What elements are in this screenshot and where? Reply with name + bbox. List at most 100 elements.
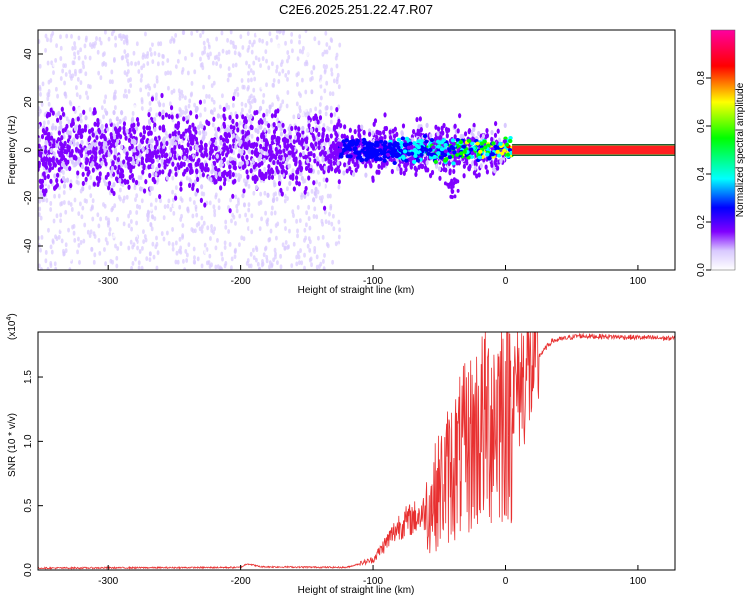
- heatmap-band-cell: [342, 170, 346, 176]
- heatmap-core-cell: [468, 147, 474, 152]
- heatmap-noise-cell: [234, 247, 237, 253]
- heatmap-band-cell: [97, 127, 101, 133]
- heatmap-noise-cell: [252, 247, 255, 253]
- heatmap-band-cell: [194, 107, 198, 113]
- spectrogram-x-axis-label: Height of straight line (km): [298, 285, 415, 296]
- colorbar-tick-label: 0.4: [696, 167, 707, 181]
- heatmap-band-cell: [326, 149, 330, 155]
- heatmap-noise-cell: [244, 212, 247, 218]
- heatmap-noise-cell: [79, 201, 82, 207]
- heatmap-noise-cell: [110, 31, 114, 37]
- heatmap-noise-cell: [64, 248, 68, 253]
- heatmap-band-cell: [188, 133, 193, 139]
- heatmap-band-cell: [144, 157, 149, 164]
- heatmap-core-cell: [406, 145, 412, 150]
- heatmap-noise-cell: [49, 223, 53, 229]
- heatmap-noise-cell: [262, 252, 266, 258]
- heatmap-core-cell: [400, 136, 406, 141]
- heatmap-band-cell: [320, 137, 325, 143]
- heatmap-band-cell: [234, 144, 238, 150]
- heatmap-noise-cell: [198, 226, 202, 232]
- heatmap-band-cell: [231, 133, 236, 139]
- heatmap-band-cell: [298, 159, 302, 165]
- heatmap-noise-cell: [92, 259, 96, 265]
- heatmap-band-cell: [47, 156, 52, 163]
- heatmap-band-cell: [149, 185, 153, 192]
- heatmap-noise-cell: [185, 108, 189, 114]
- heatmap-noise-cell: [89, 193, 93, 199]
- heatmap-noise-cell: [40, 235, 44, 240]
- heatmap-noise-cell: [65, 116, 69, 122]
- heatmap-band-cell: [270, 174, 275, 180]
- heatmap-core-cell: [505, 152, 511, 157]
- heatmap-band-cell: [41, 188, 46, 194]
- heatmap-noise-cell: [77, 55, 81, 61]
- heatmap-band-cell: [179, 133, 183, 140]
- heatmap-noise-cell: [259, 63, 262, 69]
- heatmap-band-cell: [58, 120, 63, 126]
- heatmap-noise-cell: [144, 84, 148, 90]
- heatmap-noise-cell: [129, 239, 133, 245]
- heatmap-noise-cell: [114, 243, 117, 249]
- heatmap-noise-cell: [178, 236, 182, 242]
- heatmap-dip-cell: [451, 183, 455, 188]
- heatmap-noise-cell: [287, 70, 290, 75]
- heatmap-band-cell: [297, 132, 302, 138]
- heatmap-core-cell: [475, 141, 480, 146]
- heatmap-band-cell: [119, 144, 124, 150]
- heatmap-noise-cell: [158, 214, 161, 219]
- heatmap-band-cell: [195, 169, 199, 175]
- heatmap-core-cell: [362, 150, 368, 155]
- heatmap-band-cell: [325, 105, 329, 111]
- spectrogram-y-tick-label: -20: [23, 190, 34, 205]
- heatmap-band-cell: [241, 114, 245, 120]
- heatmap-noise-cell: [148, 101, 152, 106]
- heatmap-band-cell: [221, 151, 225, 157]
- heatmap-band-cell: [122, 125, 126, 131]
- heatmap-noise-cell: [249, 263, 253, 269]
- heatmap-noise-cell: [130, 60, 133, 66]
- heatmap-noise-cell: [234, 220, 237, 226]
- heatmap-noise-cell: [319, 95, 323, 101]
- heatmap-noise-cell: [292, 241, 296, 247]
- heatmap-noise-cell: [332, 78, 336, 84]
- heatmap-core-cell: [496, 153, 502, 158]
- heatmap-core-cell: [379, 150, 385, 155]
- heatmap-noise-cell: [202, 84, 205, 90]
- heatmap-noise-cell: [131, 212, 135, 218]
- heatmap-band-cell: [313, 190, 317, 197]
- heatmap-noise-cell: [62, 134, 66, 140]
- heatmap-band-cell: [441, 130, 445, 136]
- heatmap-band-cell: [43, 175, 47, 181]
- heatmap-noise-cell: [327, 220, 331, 225]
- heatmap-noise-cell: [233, 92, 236, 97]
- heatmap-noise-cell: [275, 34, 279, 40]
- heatmap-band-cell: [267, 128, 271, 134]
- heatmap-band-cell: [158, 102, 162, 108]
- heatmap-noise-cell: [290, 32, 294, 37]
- heatmap-core-cell: [433, 159, 438, 164]
- heatmap-band-cell: [200, 184, 204, 190]
- heatmap-noise-cell: [41, 81, 45, 87]
- heatmap-noise-cell: [313, 36, 317, 42]
- heatmap-band-cell: [231, 179, 236, 185]
- heatmap-noise-cell: [127, 213, 131, 219]
- heatmap-noise-cell: [75, 92, 79, 98]
- heatmap-band-cell: [133, 139, 137, 146]
- heatmap-band-cell: [323, 151, 327, 158]
- heatmap-band-cell: [314, 141, 318, 147]
- heatmap-noise-cell: [96, 49, 100, 55]
- heatmap-band-cell: [304, 165, 309, 172]
- heatmap-band-cell: [347, 159, 351, 166]
- heatmap-noise-cell: [328, 211, 331, 217]
- heatmap-noise-cell: [122, 198, 125, 204]
- heatmap-band-cell: [237, 176, 241, 183]
- heatmap-band-cell: [298, 164, 302, 170]
- heatmap-noise-cell: [140, 198, 144, 204]
- heatmap-band-cell: [38, 160, 42, 166]
- heatmap-noise-cell: [70, 207, 74, 212]
- heatmap-noise-cell: [305, 59, 308, 65]
- heatmap-band-cell: [267, 163, 271, 170]
- heatmap-band-cell: [355, 160, 359, 166]
- heatmap-noise-cell: [128, 210, 132, 215]
